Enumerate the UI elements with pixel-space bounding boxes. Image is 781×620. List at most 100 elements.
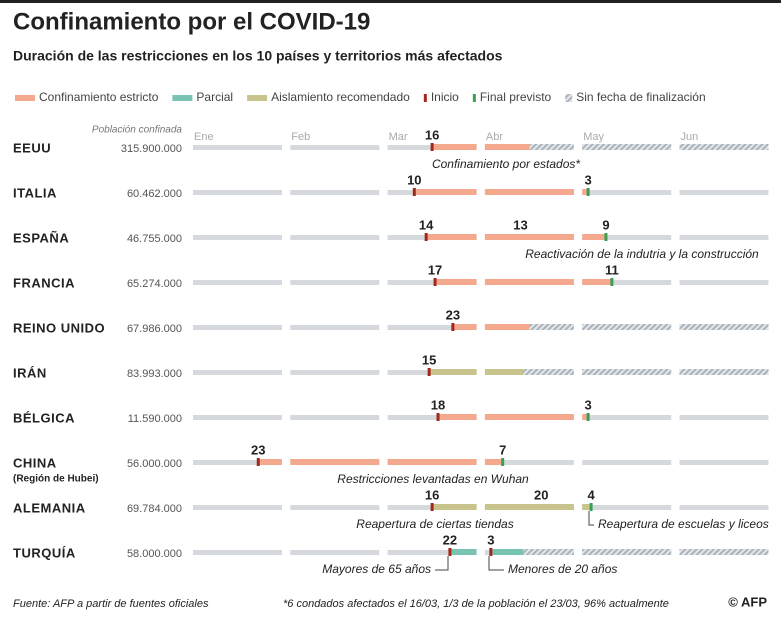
phase-bar	[679, 549, 769, 555]
population: 58.000.000	[127, 548, 182, 560]
credit: © AFP	[728, 594, 767, 609]
legend-swatch	[247, 95, 268, 101]
track	[582, 460, 672, 465]
annotation: Reapertura de escuelas y liceos	[598, 517, 769, 531]
population-header: Población confinada	[92, 125, 183, 136]
source: Fuente: AFP a partir de fuentes oficiale…	[13, 598, 209, 610]
track	[193, 415, 282, 420]
phase-bar	[582, 369, 672, 375]
event-marker	[430, 143, 434, 151]
track	[387, 415, 477, 420]
annotation: Reapertura de ciertas tiendas	[356, 517, 513, 531]
row-name: TURQUÍA	[13, 545, 76, 560]
phase-bar	[582, 549, 672, 555]
phase-bar	[582, 279, 612, 285]
legend-label: Confinamiento estricto	[39, 90, 159, 104]
phase-bar	[523, 549, 574, 555]
day-label: 4	[587, 487, 595, 502]
event-marker	[489, 548, 493, 556]
event-marker	[586, 188, 590, 196]
phase-bar	[387, 459, 477, 465]
row-name: CHINA	[13, 455, 57, 470]
track	[484, 460, 574, 465]
event-marker	[427, 368, 431, 376]
legend-label: Final previsto	[480, 90, 552, 104]
annotation: Reactivación de la indutria y la constru…	[525, 247, 759, 261]
track	[679, 415, 769, 420]
day-label: 10	[407, 172, 421, 187]
track	[290, 370, 380, 375]
track	[193, 325, 282, 330]
track	[193, 460, 282, 465]
track	[290, 550, 380, 555]
track	[193, 145, 282, 150]
phase-bar	[438, 414, 477, 420]
phase-bar	[290, 459, 380, 465]
event-marker	[451, 323, 455, 331]
phase-bar	[484, 369, 524, 375]
phase-bar	[523, 369, 574, 375]
annotation: Confinamiento por estados*	[432, 157, 580, 171]
event-marker	[256, 458, 260, 466]
phase-bar	[484, 189, 574, 195]
track	[679, 280, 769, 285]
legend-swatch	[565, 94, 573, 102]
day-label: 13	[513, 217, 527, 232]
event-marker	[501, 458, 505, 466]
phase-bar	[414, 189, 477, 195]
event-marker	[433, 278, 437, 286]
chart-title: Confinamiento por el COVID-19	[13, 8, 370, 35]
legend-swatch	[15, 95, 35, 101]
row-name: REINO UNIDO	[13, 320, 105, 335]
day-label: 23	[251, 442, 265, 457]
phase-bar	[426, 234, 477, 240]
day-label: 14	[419, 217, 434, 232]
day-label: 23	[446, 307, 460, 322]
phase-bar	[582, 144, 672, 150]
day-label: 3	[585, 397, 592, 412]
event-marker	[448, 548, 452, 556]
x-tick-label: Jun	[681, 131, 699, 143]
legend-label: Aislamiento recomendado	[271, 90, 410, 104]
x-tick-label: Ene	[194, 131, 214, 143]
top-rule	[0, 0, 781, 3]
track	[582, 415, 672, 420]
phase-bar	[529, 144, 574, 150]
row-name: IRÁN	[13, 365, 47, 380]
legend-swatch	[172, 95, 193, 101]
annotation: Menores de 20 años	[508, 562, 617, 576]
leader-line	[435, 556, 449, 571]
population: 11.590.000	[128, 413, 182, 425]
track	[290, 415, 380, 420]
leader-line	[588, 511, 594, 526]
leader-line	[488, 556, 504, 571]
event-marker	[412, 188, 416, 196]
day-label: 16	[425, 127, 439, 142]
phase-bar	[484, 414, 574, 420]
track	[193, 505, 282, 510]
track	[193, 370, 282, 375]
track	[387, 550, 477, 555]
phase-bar	[582, 189, 589, 195]
track	[290, 505, 380, 510]
track	[193, 550, 282, 555]
event-marker	[424, 233, 428, 241]
phase-bar	[484, 234, 574, 240]
track	[387, 325, 477, 330]
x-tick-label: Abr	[486, 131, 503, 143]
phase-bar	[490, 549, 524, 555]
population: 60.462.000	[127, 188, 182, 200]
event-marker	[430, 503, 434, 511]
phase-bar	[529, 324, 574, 330]
track	[290, 280, 380, 285]
day-label: 16	[425, 487, 439, 502]
track	[193, 235, 282, 240]
day-label: 22	[443, 532, 457, 547]
track	[582, 235, 672, 240]
phase-bar	[484, 459, 503, 465]
row-name: EEUU	[13, 140, 51, 155]
track	[193, 190, 282, 195]
x-tick-label: Mar	[389, 131, 408, 143]
day-label: 20	[534, 487, 548, 502]
row-name: FRANCIA	[13, 275, 75, 290]
